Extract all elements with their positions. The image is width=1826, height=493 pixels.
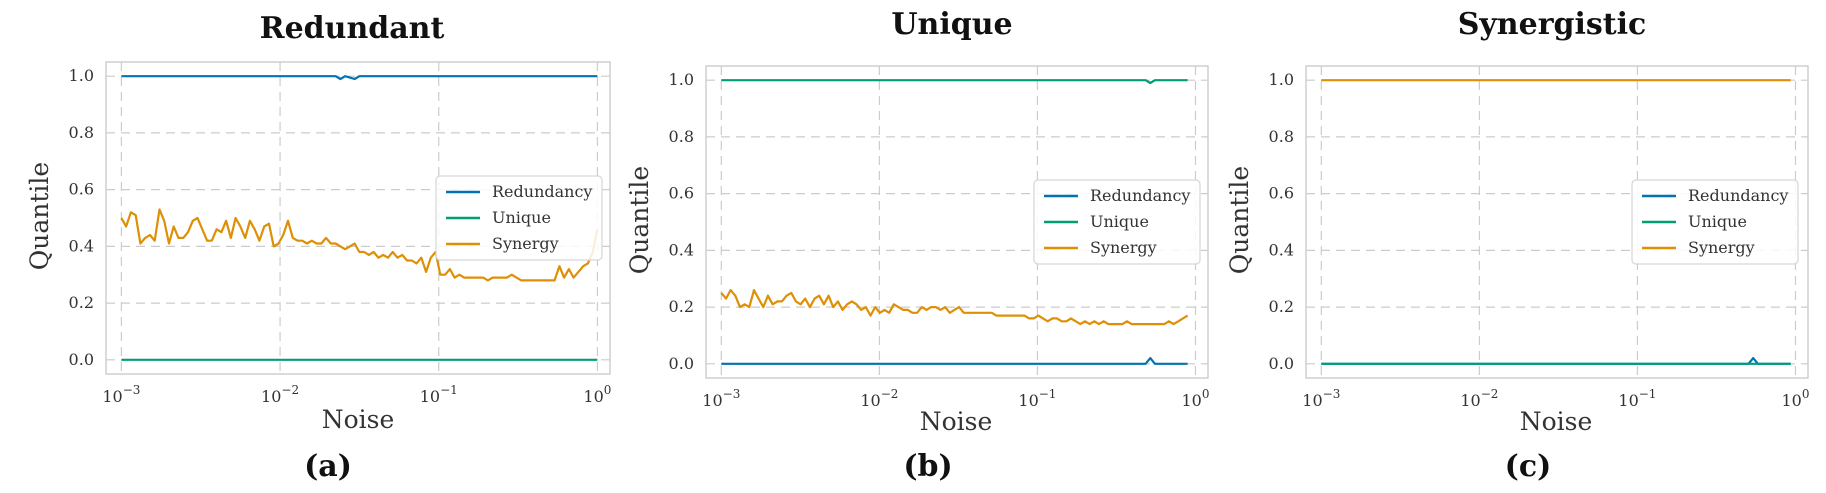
- panel-title: Redundant: [260, 11, 445, 46]
- panel-label: (a): [304, 449, 352, 484]
- y-tick-label: 0.2: [1269, 297, 1294, 316]
- legend-box: [1631, 179, 1799, 265]
- panel-label: (c): [1505, 449, 1552, 484]
- legend-label: Unique: [1688, 212, 1747, 231]
- y-tick-label: 0.6: [669, 184, 694, 203]
- x-tick-label: 10−1: [1018, 387, 1056, 410]
- panel-redundant: Redundant (a) Noise Quantile 0.0 0.2 0.4 0.…: [25, 11, 611, 484]
- y-tick-label: 0.0: [669, 354, 694, 373]
- series-line-redundancy: [721, 357, 1188, 365]
- x-tick-label: 10−2: [860, 387, 898, 410]
- panel-title: Synergistic: [1458, 7, 1647, 42]
- x-tick-label: 10−3: [102, 383, 140, 406]
- y-tick-label: 0.4: [669, 240, 694, 259]
- x-axis-label: Noise: [1520, 407, 1593, 436]
- legend-label: Redundancy: [492, 182, 592, 201]
- series-line-synergy: [120, 208, 599, 282]
- y-tick-label: 0.2: [669, 297, 694, 316]
- y-tick-label: 0.8: [69, 123, 94, 142]
- panel-synergistic: Synergistic (c) Noise Quantile 0.0 0.2 0.4…: [1225, 7, 1809, 484]
- y-axis-label: Quantile: [625, 166, 654, 274]
- series-line-redundancy: [121, 75, 598, 81]
- x-tick-label: 10−2: [261, 383, 299, 406]
- x-tick-label: 10−3: [1302, 387, 1340, 410]
- y-tick-label: 0.4: [69, 236, 94, 255]
- x-tick-label: 10−3: [702, 387, 740, 410]
- y-tick-label: 0.4: [1269, 240, 1294, 259]
- y-tick-label: 1.0: [669, 70, 694, 89]
- x-tick-label: 100: [1181, 387, 1209, 410]
- legend-label: Unique: [492, 208, 551, 227]
- y-tick-label: 0.8: [1269, 127, 1294, 146]
- y-tick-label: 1.0: [1269, 70, 1294, 89]
- legend-box: [435, 175, 603, 261]
- legend-box: [1033, 179, 1201, 265]
- legend-label: Synergy: [1688, 238, 1755, 257]
- legend-label: Synergy: [492, 234, 559, 253]
- y-tick-label: 0.0: [1269, 354, 1294, 373]
- legend-label: Synergy: [1090, 238, 1157, 257]
- y-tick-label: 1.0: [69, 66, 94, 85]
- y-tick-label: 0.2: [69, 293, 94, 312]
- y-tick-label: 0.8: [669, 127, 694, 146]
- legend-label: Redundancy: [1090, 186, 1190, 205]
- x-tick-label: 100: [583, 383, 611, 406]
- series-line-synergy: [720, 289, 1189, 326]
- series-line-unique: [721, 79, 1188, 85]
- x-tick-label: 10−1: [420, 383, 458, 406]
- x-axis-label: Noise: [322, 405, 395, 434]
- x-tick-label: 10−1: [1618, 387, 1656, 410]
- y-axis-label: Quantile: [1225, 166, 1254, 274]
- legend-label: Redundancy: [1688, 186, 1788, 205]
- panel-unique: Unique (b) Noise Quantile 0.0 0.2 0.4 0.6 0.…: [625, 7, 1209, 484]
- y-tick-label: 0.6: [1269, 184, 1294, 203]
- legend-label: Unique: [1090, 212, 1149, 231]
- y-tick-label: 0.0: [69, 350, 94, 369]
- y-axis-label: Quantile: [25, 162, 54, 270]
- x-axis-label: Noise: [920, 407, 993, 436]
- panel-title: Unique: [891, 7, 1012, 42]
- x-tick-label: 10−2: [1460, 387, 1498, 410]
- panel-label: (b): [903, 449, 952, 484]
- x-tick-label: 100: [1781, 387, 1809, 410]
- y-tick-label: 0.6: [69, 180, 94, 199]
